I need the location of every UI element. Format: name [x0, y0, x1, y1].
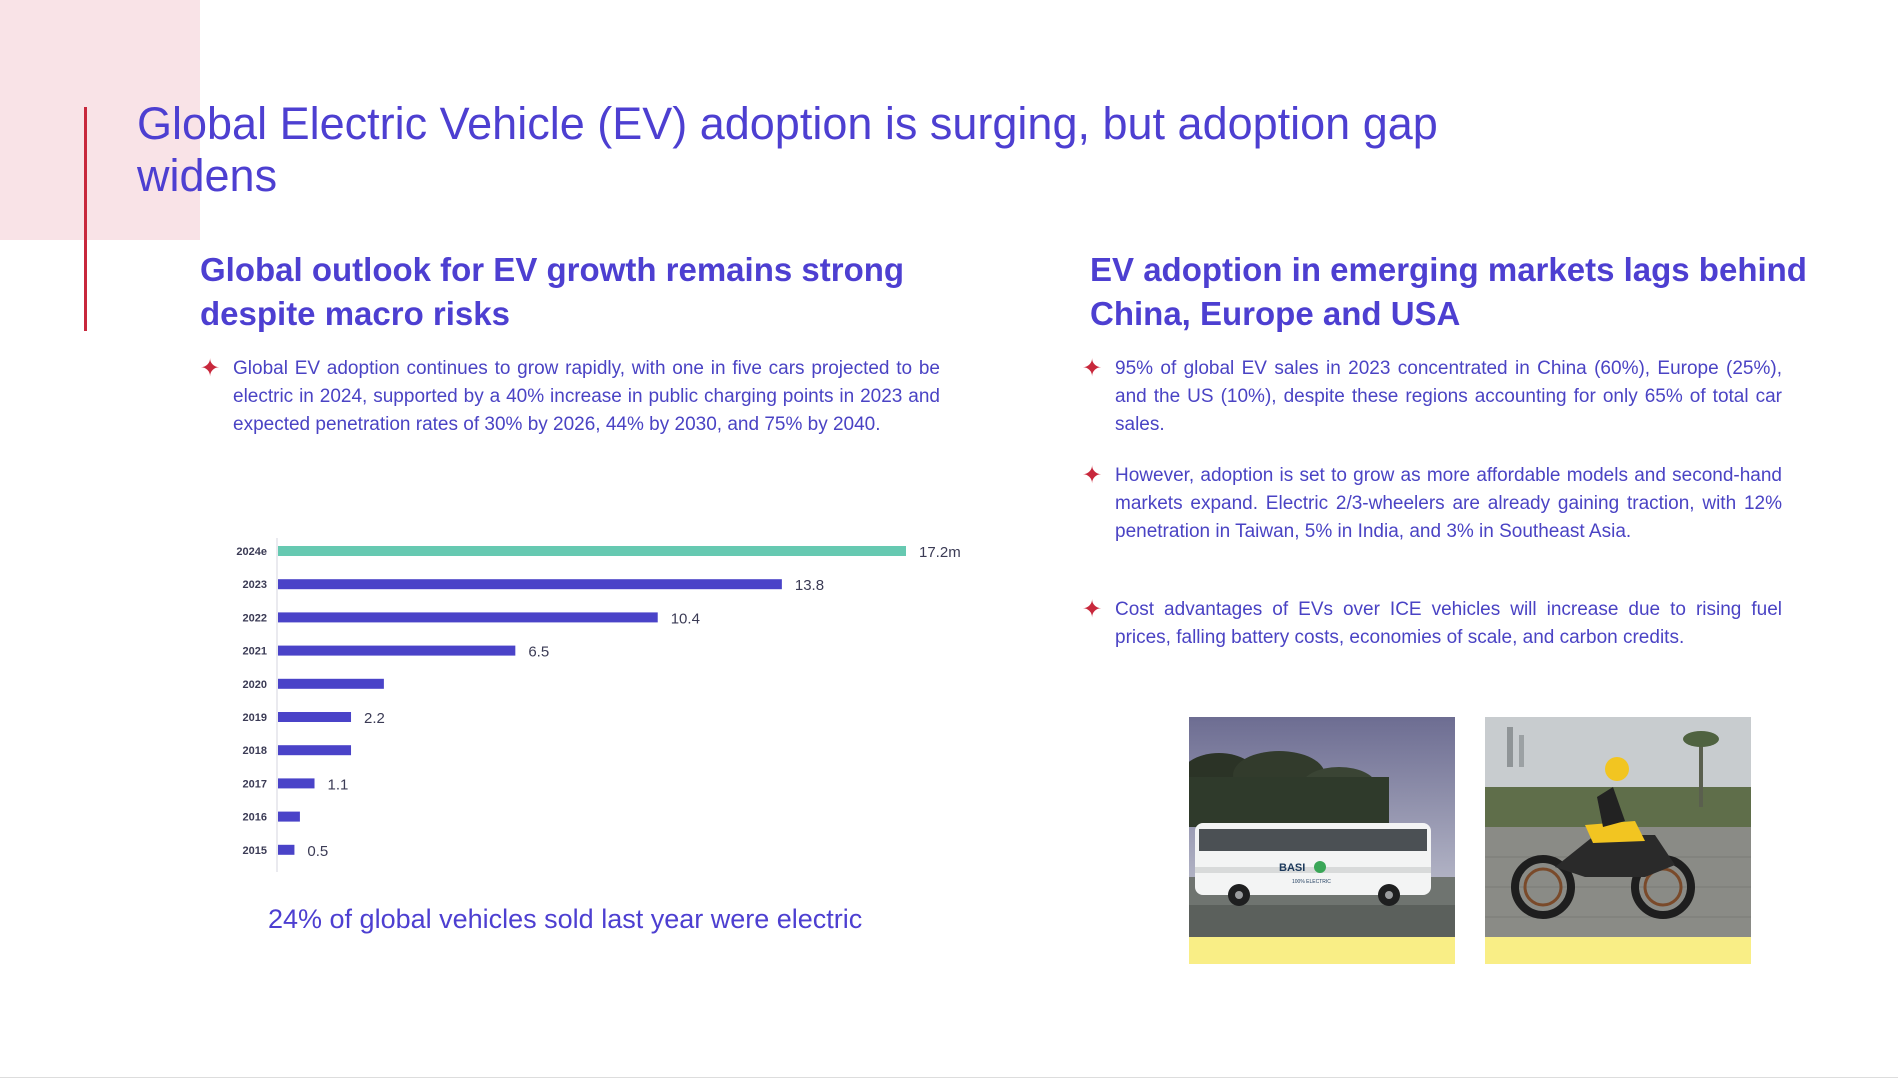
y-tick-label: 2016 — [243, 812, 267, 824]
bus-sub-text: 100% ELECTRIC — [1292, 879, 1331, 885]
title-accent-rule — [84, 107, 87, 331]
star-bullet-icon: ✦ — [200, 355, 221, 382]
y-tick-label: 2017 — [243, 778, 267, 790]
bar-2019 — [278, 712, 352, 722]
right-section-heading: EV adoption in emerging markets lags beh… — [1090, 251, 1807, 332]
y-tick-label: 2023 — [243, 579, 267, 591]
bar-2023 — [278, 579, 782, 590]
bar-value-label: 0.5 — [307, 843, 328, 860]
y-tick-label: 2018 — [243, 745, 267, 757]
decorative-pink-block — [0, 0, 200, 240]
right-bullet-3: ✦ Cost advantages of EVs over ICE vehicl… — [1082, 596, 1782, 652]
y-tick-label: 2022 — [243, 612, 267, 624]
bar-2024e — [278, 546, 906, 556]
chart-caption: 24% of global vehicles sold last year we… — [268, 904, 863, 934]
left-bullet: ✦ Global EV adoption continues to grow r… — [200, 355, 940, 439]
bar-value-label: 6.5 — [528, 644, 549, 661]
right-bullet-text: However, adoption is set to grow as more… — [1115, 465, 1782, 542]
bar-value-label: 17.2m — [919, 544, 961, 561]
page-title: Global Electric Vehicle (EV) adoption is… — [137, 98, 1438, 201]
star-bullet-icon: ✦ — [1082, 596, 1103, 623]
bar-value-label: 13.8 — [795, 577, 824, 594]
bar-2018 — [278, 745, 352, 756]
bar-2017 — [278, 778, 315, 789]
y-tick-label: 2019 — [243, 712, 267, 724]
bar-2016 — [278, 811, 300, 822]
y-tick-label: 2024e — [236, 546, 267, 558]
y-tick-label: 2015 — [243, 845, 267, 857]
bar-value-label: 2.2 — [364, 710, 385, 727]
right-bullet-2: ✦ However, adoption is set to grow as mo… — [1082, 462, 1782, 546]
left-bullet-text: Global EV adoption continues to grow rap… — [233, 358, 940, 435]
bus-logo-text: BASI — [1279, 862, 1305, 874]
bar-value-label: 1.1 — [328, 776, 349, 793]
y-tick-label: 2020 — [243, 679, 267, 691]
right-bullet-text: Cost advantages of EVs over ICE vehicles… — [1115, 599, 1782, 648]
bar-value-label: 10.4 — [671, 610, 700, 627]
right-bullet-text: 95% of global EV sales in 2023 concentra… — [1115, 358, 1782, 435]
electric-bus-photo: BASI 100% ELECTRIC — [1189, 717, 1455, 964]
bar-2020 — [278, 678, 384, 689]
y-tick-label: 2021 — [243, 646, 267, 658]
star-bullet-icon: ✦ — [1082, 462, 1103, 489]
electric-motorcycle-photo — [1485, 717, 1751, 964]
bar-2015 — [278, 844, 295, 855]
left-section-heading: Global outlook for EV growth remains str… — [200, 251, 905, 332]
bar-2022 — [278, 612, 658, 623]
right-bullet-1: ✦ 95% of global EV sales in 2023 concent… — [1082, 355, 1782, 439]
star-bullet-icon: ✦ — [1082, 355, 1103, 382]
bar-2021 — [278, 645, 516, 656]
ev-sales-bar-chart: 2024e 17.2m 2023 13.8 2022 10.4 2021 6.5 2020 201… — [236, 538, 961, 872]
